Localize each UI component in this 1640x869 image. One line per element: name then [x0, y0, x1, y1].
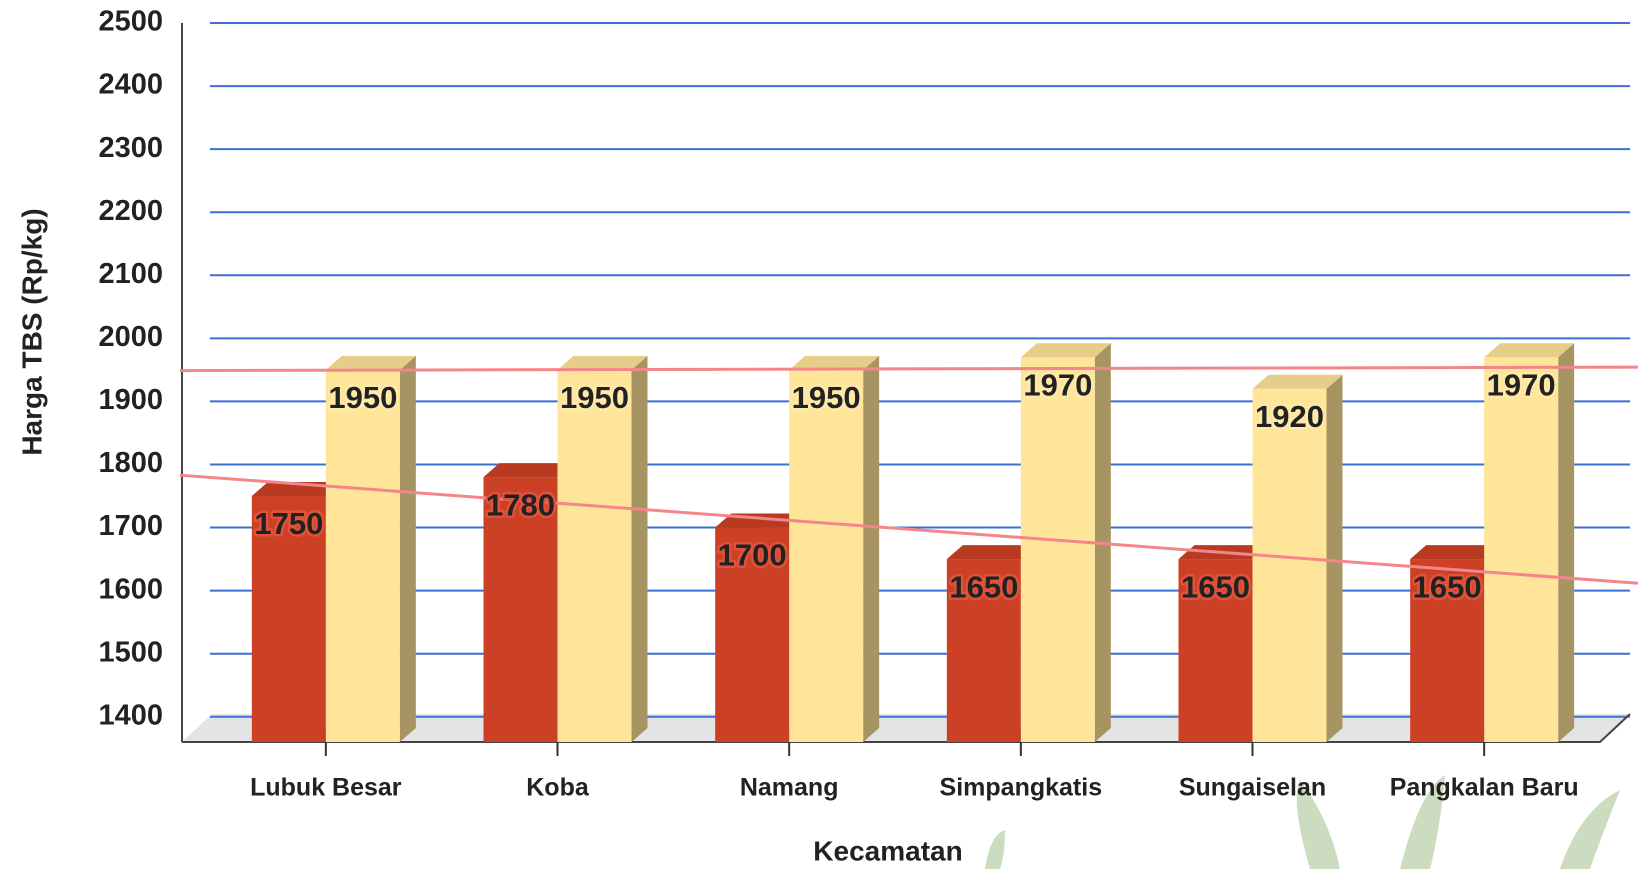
y-axis-title: Harga TBS (Rp/kg)	[16, 208, 47, 455]
bar-front	[789, 370, 863, 742]
bar-side	[1327, 375, 1343, 742]
x-tick-label: Pangkalan Baru	[1390, 774, 1579, 802]
value-label: 1650	[1181, 569, 1250, 604]
value-label: 1650	[1413, 569, 1482, 604]
y-tick-label: 1600	[98, 573, 163, 605]
y-tick-label: 1900	[98, 384, 163, 416]
y-tick-label: 2200	[98, 195, 163, 227]
y-tick-label: 2300	[98, 132, 163, 164]
value-label: 1950	[560, 380, 629, 415]
x-tick-label: Namang	[740, 774, 839, 802]
y-tick-label: 1800	[98, 447, 163, 479]
value-label: 1650	[949, 569, 1018, 604]
value-label: 1780	[486, 487, 555, 522]
x-tick-label: Sungaiselan	[1179, 774, 1326, 802]
y-tick-label: 1500	[98, 636, 163, 668]
bar-front	[1484, 357, 1558, 742]
x-tick-label: Koba	[526, 774, 590, 802]
bar-front	[326, 370, 400, 742]
value-label: 1750	[254, 506, 323, 541]
value-label: 1950	[792, 380, 861, 415]
y-tick-label: 2000	[98, 321, 163, 353]
y-tick-label: 2500	[98, 6, 163, 38]
x-tick-label: Lubuk Besar	[250, 774, 402, 802]
y-tick-label: 2100	[98, 258, 163, 290]
y-tick-label: 1400	[98, 699, 163, 731]
bar-front	[1021, 357, 1095, 742]
chart: Kecamatan Harga TBS (Rp/kg) 1400 1500 1600…	[0, 0, 1640, 869]
x-axis-title: Kecamatan	[813, 835, 962, 866]
value-label: 1970	[1023, 367, 1092, 402]
value-label: 1950	[328, 380, 397, 415]
value-label: 1920	[1255, 399, 1324, 434]
value-label: 1970	[1487, 367, 1556, 402]
bar-front	[558, 370, 632, 742]
bar-side	[1558, 343, 1574, 742]
bar-side	[863, 356, 879, 742]
x-tick-label: Simpangkatis	[940, 774, 1103, 802]
y-tick-label: 1700	[98, 510, 163, 542]
bar-side	[632, 356, 648, 742]
value-label: 1700	[718, 538, 787, 573]
bar-side	[400, 356, 416, 742]
bar-front	[1253, 389, 1327, 742]
y-tick-label: 2400	[98, 69, 163, 101]
bar	[1484, 343, 1574, 742]
